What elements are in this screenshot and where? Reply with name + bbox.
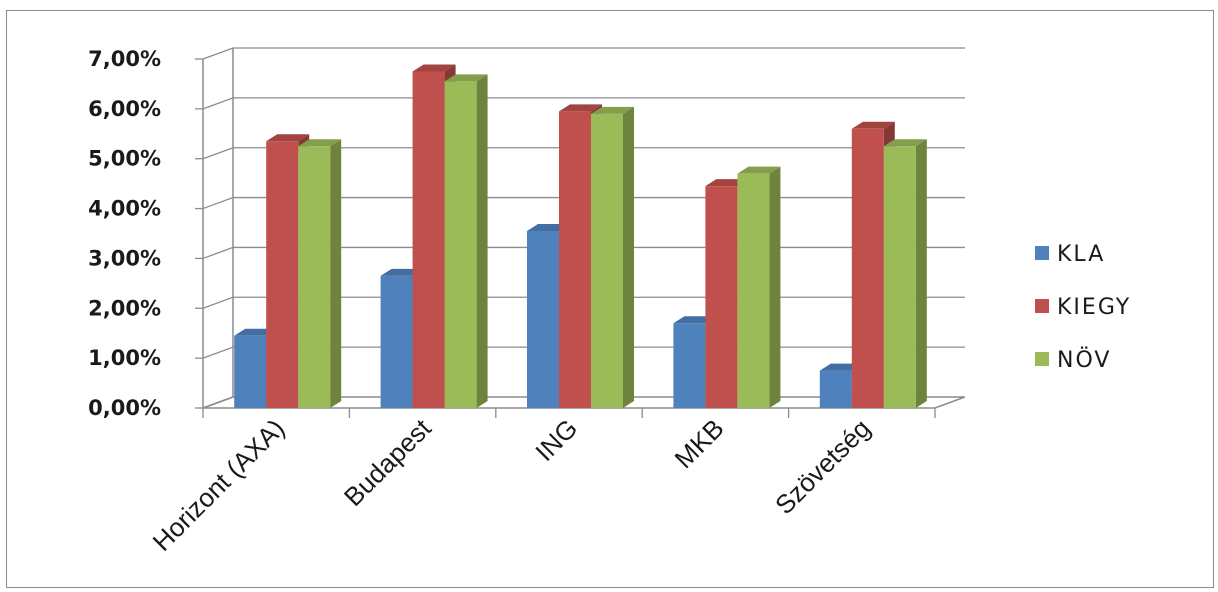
bar-növ-2 <box>591 106 634 408</box>
x-category-label: Horizont (AXA) <box>147 413 291 557</box>
bar-növ-4 <box>883 139 927 408</box>
legend-item-növ: NÖV <box>1035 347 1111 373</box>
bar-növ-0 <box>298 139 342 408</box>
y-tick-label: 1,00% <box>88 346 161 370</box>
y-tick-label: 7,00% <box>88 47 161 71</box>
y-tick-label: 0,00% <box>88 396 161 420</box>
chart-frame: 0,00% 1,00% 2,00% 3,00% 4,00% 5,00% 6,00% 7,00%… <box>6 10 1214 588</box>
legend-label: KIEGY <box>1057 295 1131 320</box>
y-tick-label: 6,00% <box>88 97 161 121</box>
y-tick-label: 2,00% <box>88 296 161 320</box>
legend-item-kiegy: KIEGY <box>1035 295 1131 320</box>
legend-swatch <box>1035 299 1049 313</box>
gridlines <box>202 47 965 359</box>
gridline <box>202 47 965 60</box>
bar-növ-1 <box>444 74 488 408</box>
y-tick-label: 5,00% <box>88 147 161 171</box>
y-axis-ticks: 0,00% 1,00% 2,00% 3,00% 4,00% 5,00% 6,00% 7,00% <box>88 47 203 420</box>
legend-swatch <box>1035 246 1049 260</box>
x-category-label: ING <box>529 413 583 467</box>
x-category-label: Budapest <box>338 412 437 511</box>
gridline <box>202 97 965 110</box>
legend: KLA KIEGY NÖV <box>1035 242 1131 373</box>
side-wall-edge <box>202 48 234 409</box>
x-category-label: Szövetség <box>769 413 876 520</box>
legend-swatch <box>1035 352 1049 366</box>
x-axis-categories: Horizont (AXA) Budapest ING MKB Szövetség <box>147 408 936 557</box>
bar-chart: 0,00% 1,00% 2,00% 3,00% 4,00% 5,00% 6,00% 7,00%… <box>88 47 1131 557</box>
bars <box>234 64 927 409</box>
legend-label: KLA <box>1057 242 1105 267</box>
x-category-label: MKB <box>669 413 730 474</box>
legend-item-kla: KLA <box>1035 242 1105 267</box>
gridline <box>202 147 965 160</box>
legend-label: NÖV <box>1057 347 1111 373</box>
y-tick-label: 3,00% <box>88 246 161 270</box>
y-tick-label: 4,00% <box>88 197 161 221</box>
bar-növ-3 <box>737 166 781 408</box>
